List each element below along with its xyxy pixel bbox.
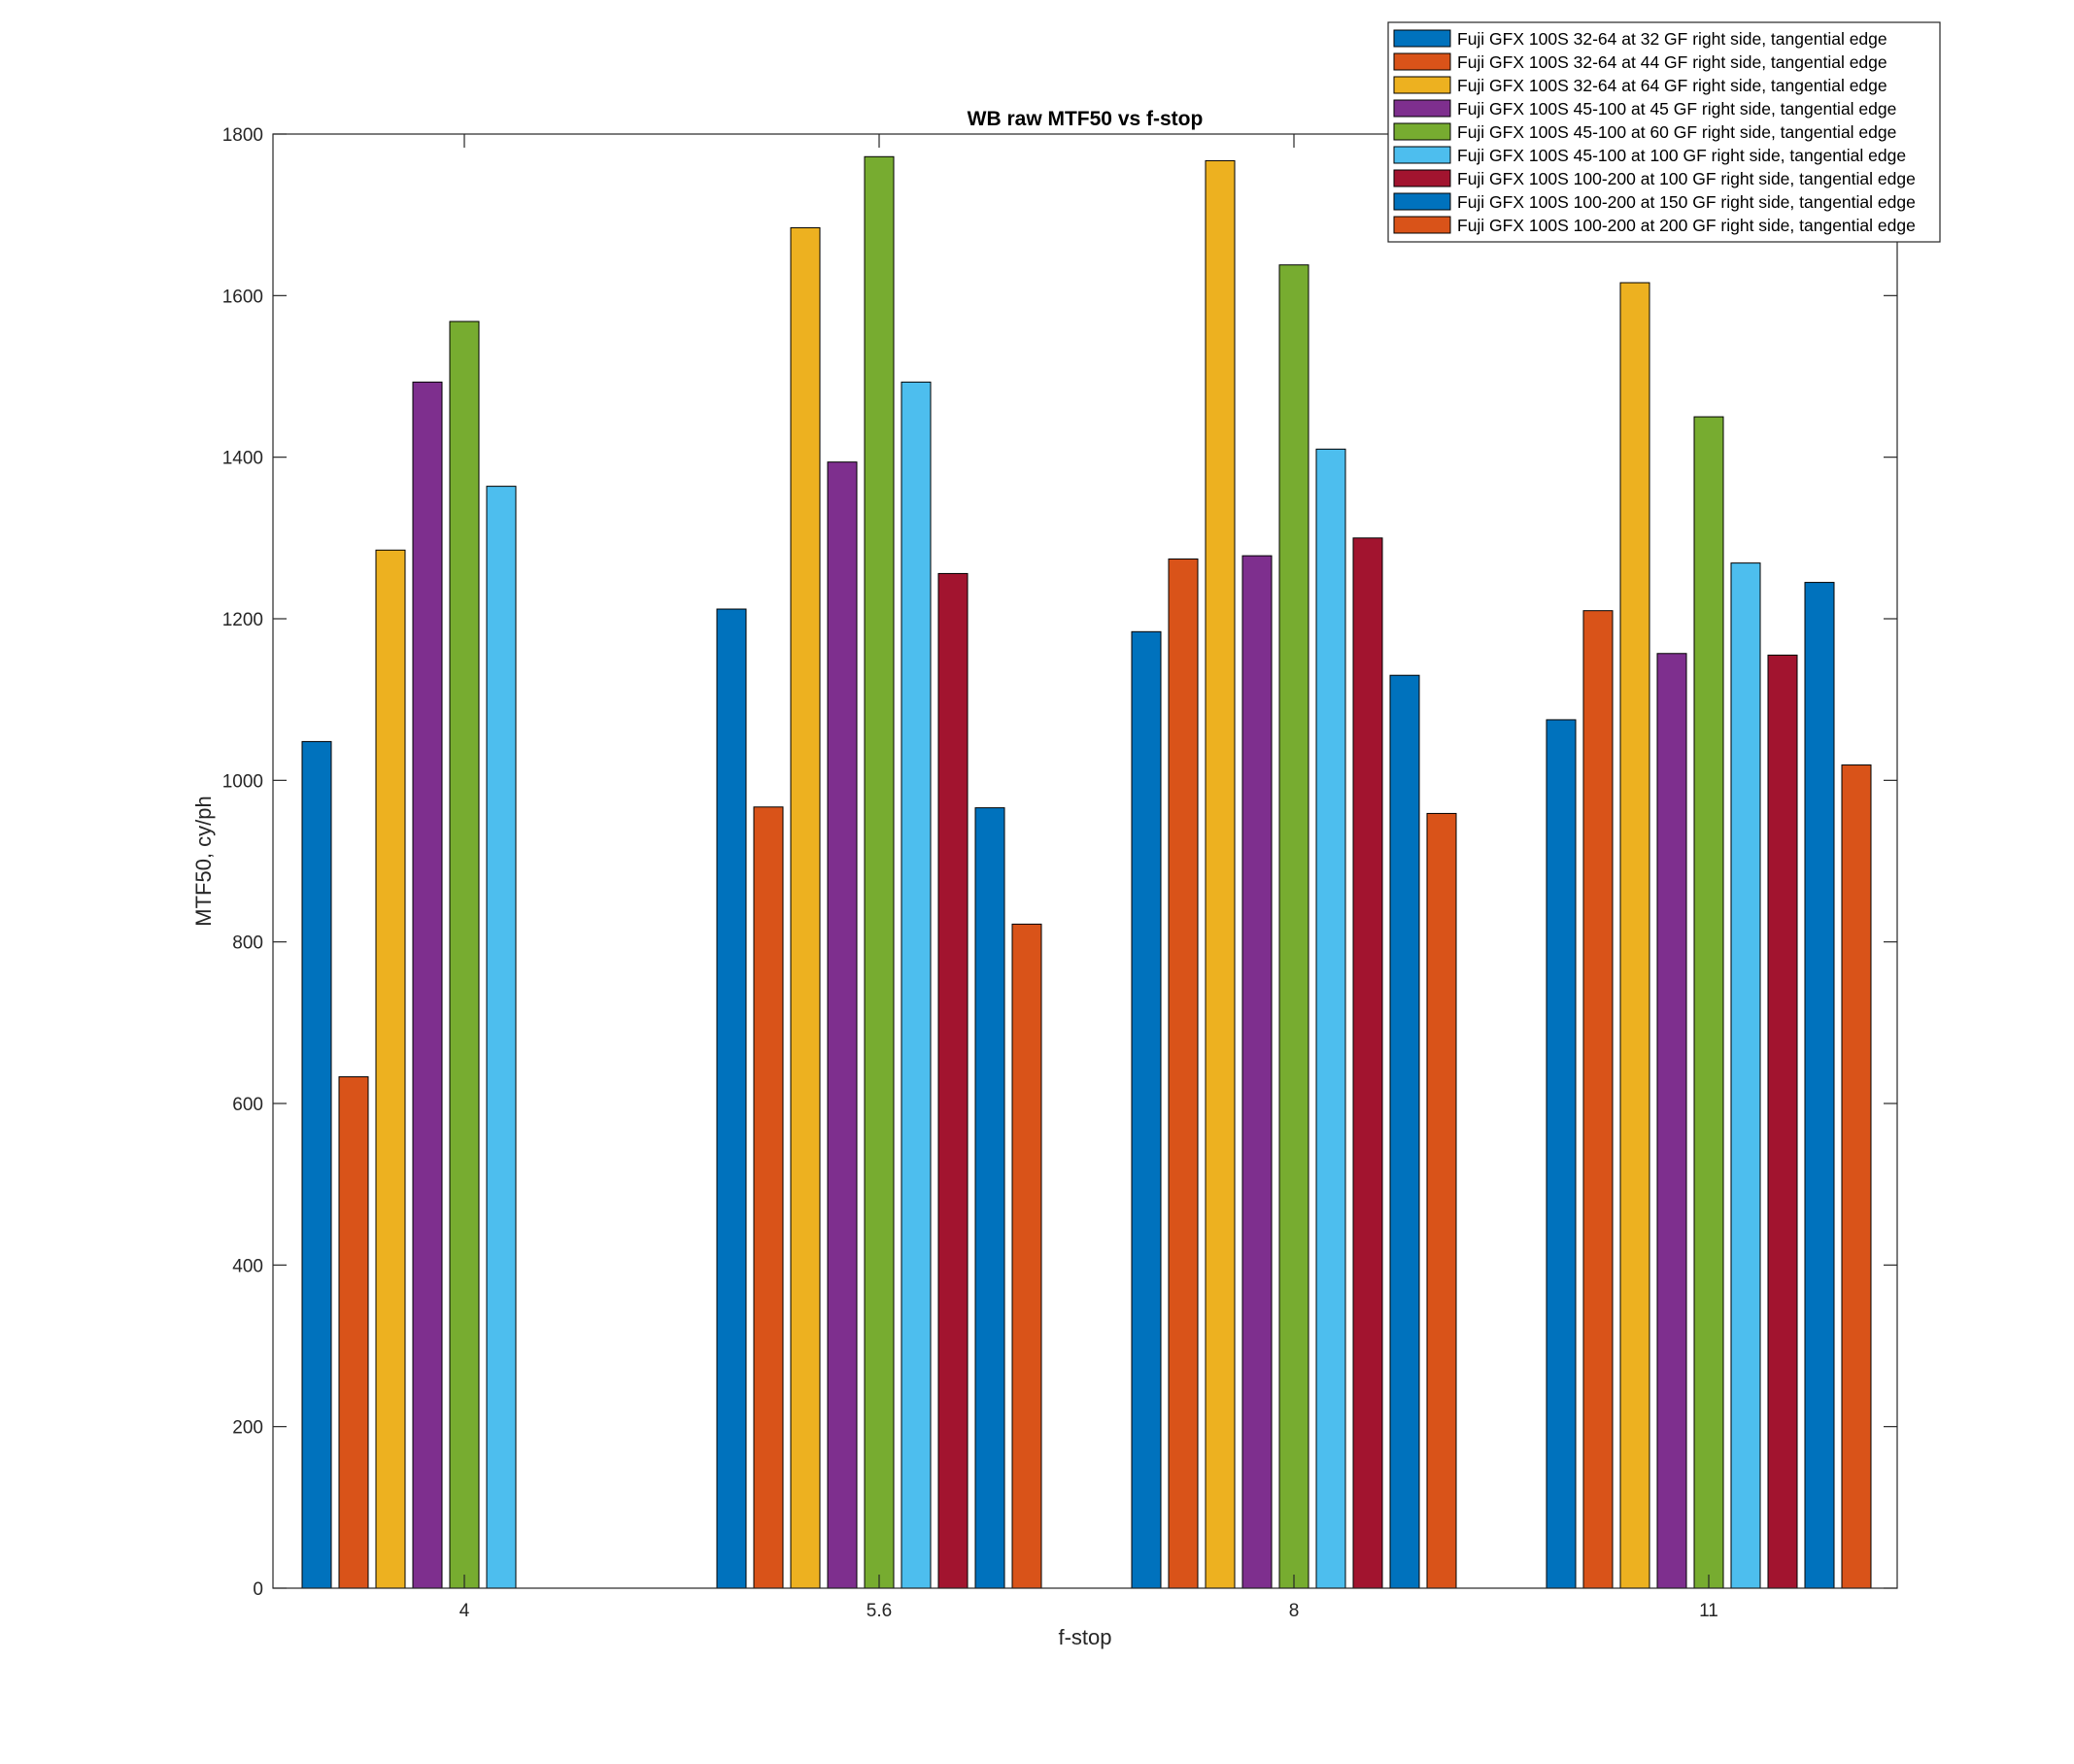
bar-series-7-11: [1767, 654, 1798, 1589]
bar-series-7-8: [1352, 537, 1383, 1589]
legend-swatch-7: [1393, 169, 1451, 187]
legend-box: [1387, 21, 1941, 243]
bar-series-1-5.6: [716, 608, 747, 1589]
bar-series-1-11: [1546, 719, 1577, 1589]
legend-entry-7: Fuji GFX 100S 100-200 at 100 GF right si…: [1457, 169, 1916, 188]
bar-series-8-5.6: [974, 807, 1005, 1589]
y-tick-label: 1400: [222, 449, 263, 469]
bar-series-6-11: [1730, 562, 1761, 1589]
bar-series-8-8: [1389, 674, 1420, 1589]
bar-series-1-4: [301, 740, 332, 1589]
legend-swatch-5: [1393, 122, 1451, 141]
bar-series-6-4: [486, 486, 517, 1589]
bar-series-2-4: [338, 1076, 369, 1589]
bar-series-2-8: [1168, 558, 1199, 1589]
y-tick-label: 400: [232, 1256, 263, 1276]
bar-series-4-11: [1656, 653, 1687, 1589]
bar-series-9-8: [1426, 812, 1457, 1589]
bar-series-1-8: [1131, 630, 1162, 1589]
legend-entry-6: Fuji GFX 100S 45-100 at 100 GF right sid…: [1457, 146, 1906, 165]
legend-swatch-1: [1393, 29, 1451, 48]
y-tick-label: 1600: [222, 287, 263, 307]
bar-series-4-8: [1241, 555, 1273, 1589]
bar-series-5-11: [1693, 416, 1724, 1589]
legend-entry-8: Fuji GFX 100S 100-200 at 150 GF right si…: [1457, 192, 1916, 212]
bar-series-9-5.6: [1011, 923, 1042, 1589]
plot-area: [273, 134, 1897, 1588]
bar-series-5-8: [1278, 264, 1309, 1589]
y-tick-label: 1200: [222, 610, 263, 630]
bar-series-3-11: [1619, 282, 1650, 1589]
bar-series-4-5.6: [827, 461, 858, 1589]
bar-series-6-5.6: [901, 381, 932, 1589]
x-tick-label: 8: [1289, 1601, 1300, 1621]
legend-swatch-8: [1393, 192, 1451, 211]
bar-series-2-11: [1582, 610, 1614, 1589]
y-tick-label: 200: [232, 1418, 263, 1439]
bar-series-6-8: [1315, 448, 1346, 1589]
bar-series-8-11: [1804, 582, 1835, 1589]
y-tick-label: 800: [232, 933, 263, 954]
legend-swatch-2: [1393, 52, 1451, 71]
x-tick-label: 4: [459, 1601, 470, 1621]
legend-swatch-9: [1393, 216, 1451, 234]
legend-swatch-3: [1393, 76, 1451, 94]
bar-series-3-5.6: [790, 226, 821, 1589]
legend: Fuji GFX 100S 32-64 at 32 GF right side,…: [1387, 21, 1941, 243]
y-axis-label: MTF50, cy/ph: [191, 796, 216, 926]
y-tick-label: 600: [232, 1095, 263, 1115]
legend-entry-1: Fuji GFX 100S 32-64 at 32 GF right side,…: [1457, 29, 1887, 49]
axes-layer: 0 200 400 600 800 1000 1200 1400 1600 1800 4 5.6 8 11: [222, 125, 1898, 1621]
bar-series-4-4: [412, 381, 443, 1589]
bar-series-3-8: [1205, 159, 1236, 1589]
bar-series-2-5.6: [753, 806, 784, 1589]
axes-box: [272, 133, 1898, 1589]
bar-series-7-5.6: [937, 572, 969, 1589]
x-tick-label: 5.6: [867, 1601, 892, 1621]
bars-layer: [301, 155, 1872, 1589]
y-tick-label: 1000: [222, 771, 263, 792]
legend-swatch-6: [1393, 146, 1451, 164]
legend-entry-4: Fuji GFX 100S 45-100 at 45 GF right side…: [1457, 99, 1896, 119]
x-axis-label: f-stop: [1058, 1625, 1111, 1649]
legend-entry-5: Fuji GFX 100S 45-100 at 60 GF right side…: [1457, 122, 1896, 142]
bar-series-5-4: [449, 321, 480, 1589]
bar-series-3-4: [375, 549, 406, 1589]
legend-swatch-4: [1393, 99, 1451, 118]
bar-series-5-5.6: [864, 155, 895, 1589]
legend-entry-2: Fuji GFX 100S 32-64 at 44 GF right side,…: [1457, 52, 1887, 72]
y-tick-label: 0: [253, 1579, 263, 1600]
legend-entry-9: Fuji GFX 100S 100-200 at 200 GF right si…: [1457, 216, 1916, 235]
chart-title: WB raw MTF50 vs f-stop: [968, 108, 1204, 130]
y-tick-label: 1800: [222, 125, 263, 146]
x-tick-label: 11: [1699, 1601, 1718, 1621]
legend-entry-3: Fuji GFX 100S 32-64 at 64 GF right side,…: [1457, 76, 1887, 95]
bar-series-9-11: [1841, 764, 1872, 1589]
